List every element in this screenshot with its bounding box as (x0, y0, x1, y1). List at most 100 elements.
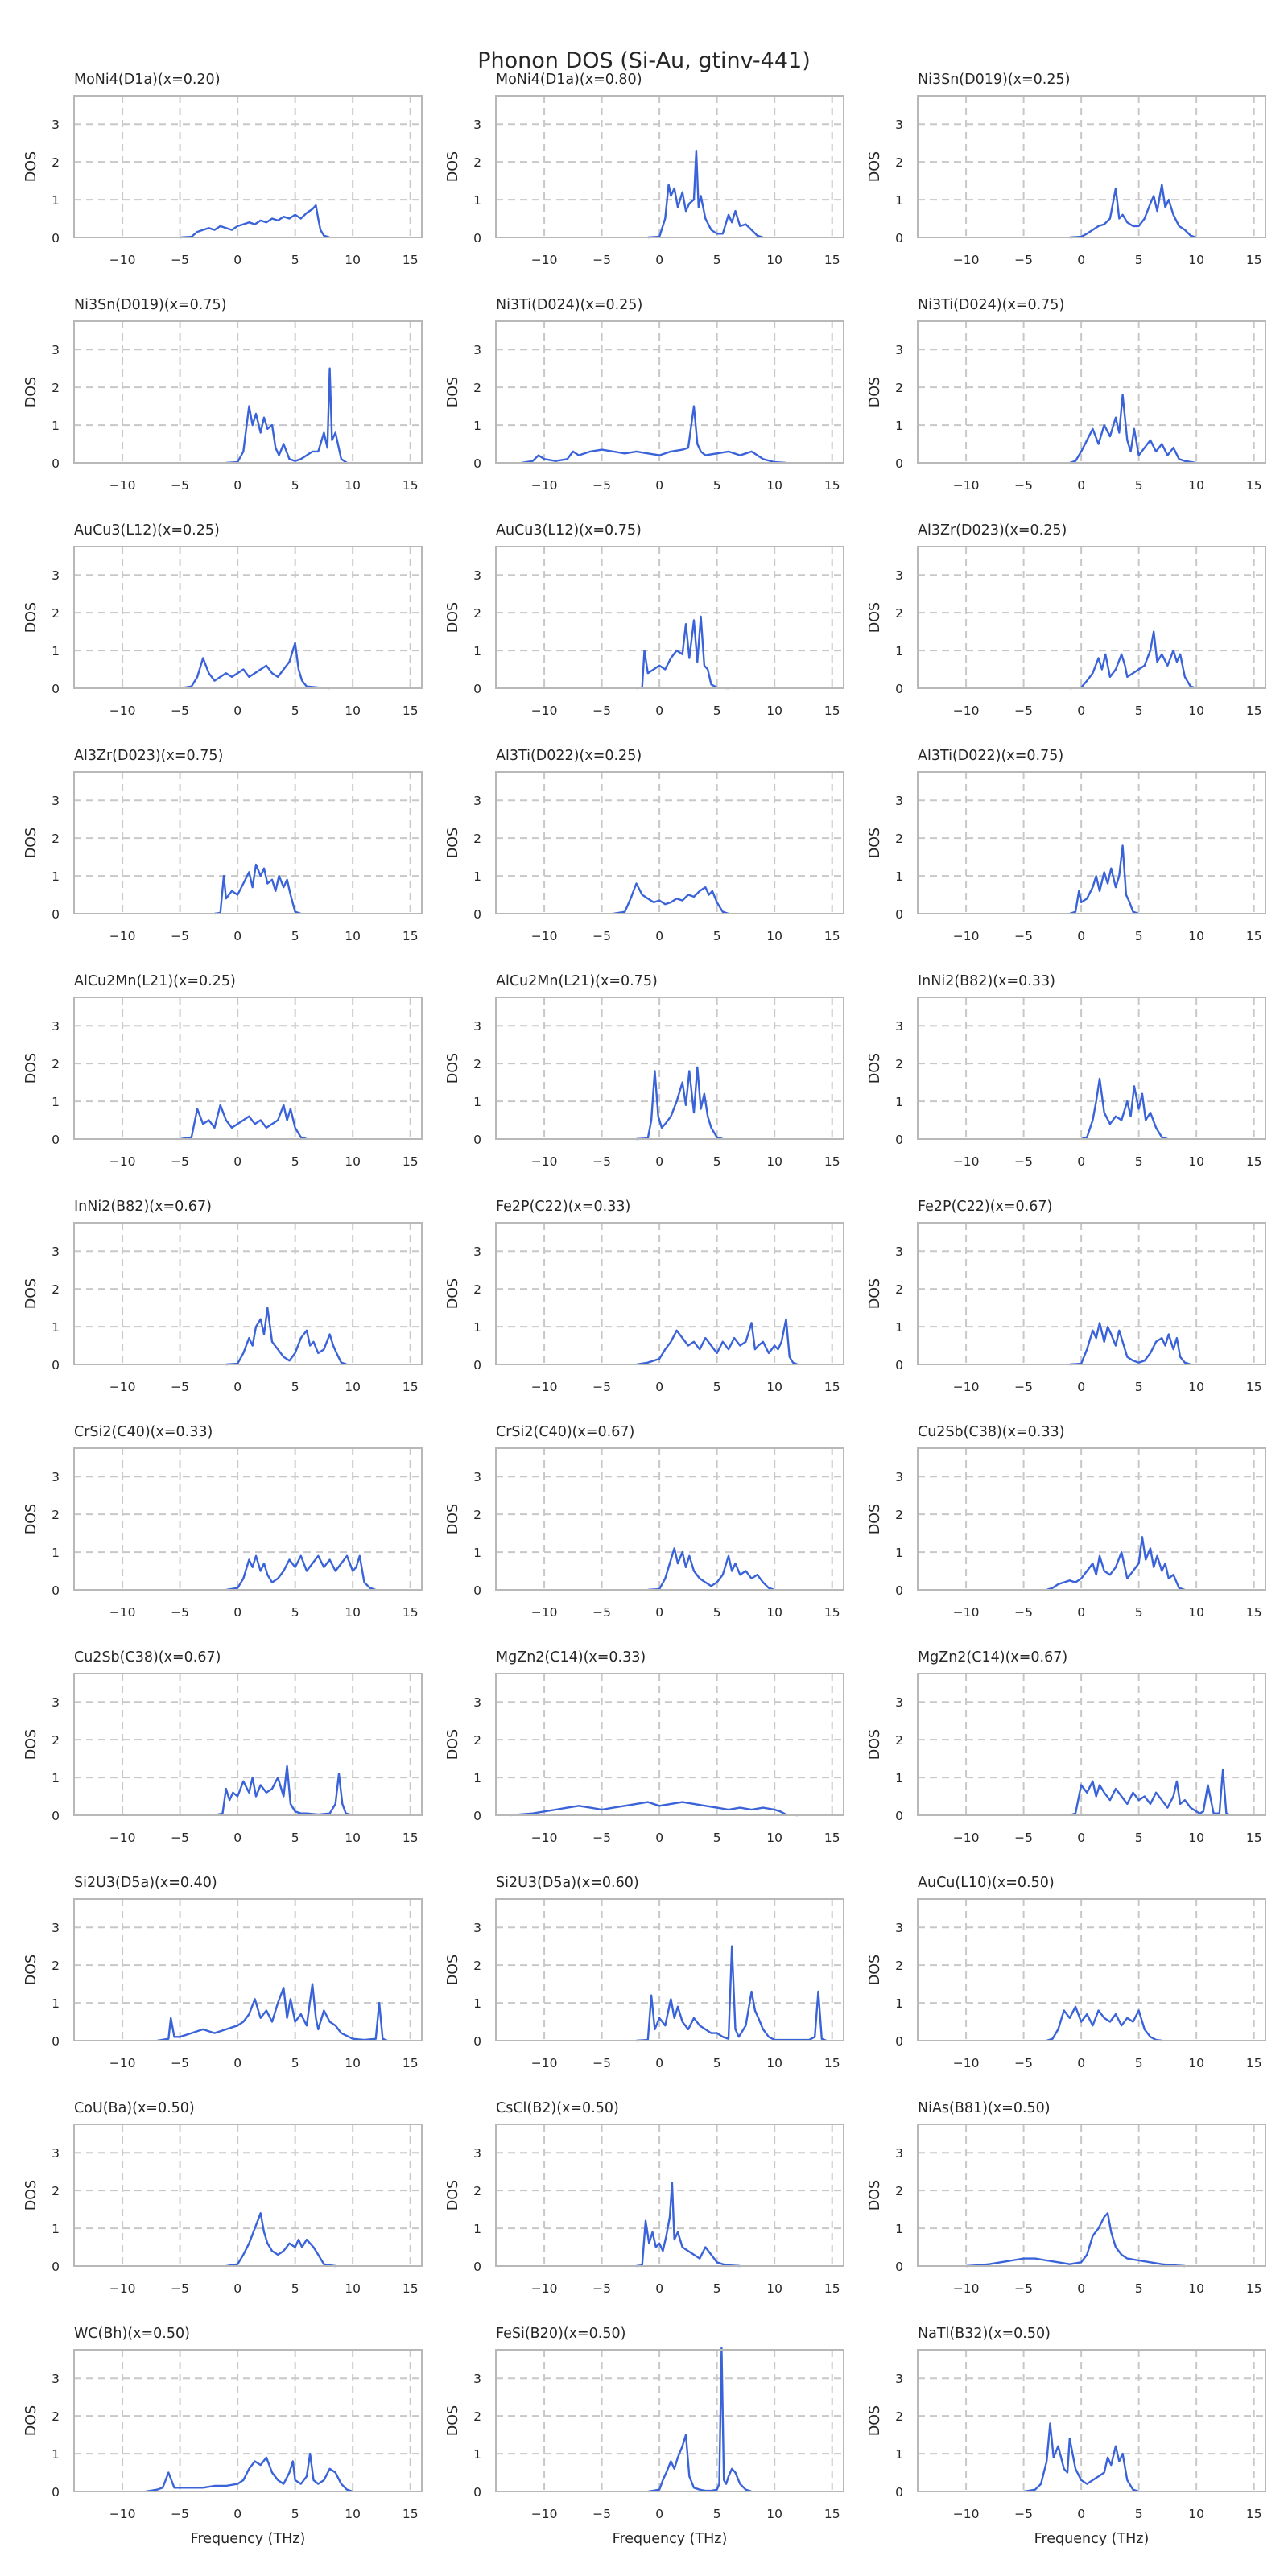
y-tick-label: 1 (52, 2222, 60, 2236)
y-tick-label: 2 (895, 381, 903, 395)
x-tick-label: 15 (402, 1605, 419, 1620)
x-tick-label: −10 (109, 478, 136, 493)
x-tick-label: 0 (233, 1605, 242, 1620)
plot-frame (917, 771, 1266, 914)
x-tick-label: 0 (1077, 2507, 1085, 2521)
plot-frame (917, 1673, 1266, 1816)
x-tick-label: 5 (1135, 1154, 1143, 1169)
x-tick-label: −5 (592, 1154, 611, 1169)
y-axis-label: DOS (23, 1729, 39, 1760)
y-axis-label: DOS (445, 377, 461, 407)
panel-title: Al3Ti(D022)(x=0.75) (918, 748, 1063, 764)
x-tick-label: −10 (953, 1831, 980, 1845)
x-tick-label: 0 (233, 1154, 242, 1169)
panel-title: AuCu(L10)(x=0.50) (918, 1875, 1055, 1891)
y-tick-label: 0 (895, 2485, 903, 2500)
plot-frame (73, 771, 423, 914)
x-tick-label: 15 (824, 2507, 840, 2521)
x-tick-label: −10 (953, 704, 980, 718)
x-tick-label: 15 (824, 2281, 840, 2296)
dos-series-line (1069, 1769, 1232, 1817)
x-tick-label: 10 (345, 1831, 361, 1845)
dos-series-line (636, 1318, 799, 1366)
y-tick-label: 0 (52, 2485, 60, 2500)
plot-frame (73, 1222, 423, 1365)
panel-title: Cu2Sb(C38)(x=0.33) (918, 1424, 1064, 1440)
y-tick-label: 2 (473, 1057, 481, 1071)
x-tick-label: 10 (766, 929, 782, 943)
x-tick-label: 0 (1077, 1831, 1085, 1845)
y-tick-label: 0 (473, 682, 481, 696)
x-tick-label: −5 (171, 1380, 189, 1394)
y-axis-label: DOS (445, 828, 461, 858)
dos-panel: AlCu2Mn(L21)(x=0.75) −10 −5 0 5 10 15 0 1 2 3 DOS (445, 973, 844, 1169)
y-axis-label: DOS (867, 828, 883, 858)
x-tick-label: 15 (824, 1605, 840, 1620)
x-tick-label: 0 (233, 2056, 242, 2070)
x-tick-label: −5 (592, 1380, 611, 1394)
x-tick-label: −10 (531, 2056, 558, 2070)
dos-panel: MoNi4(D1a)(x=0.20) −10 −5 0 5 10 15 0 1 2 3 DOS (23, 72, 423, 267)
x-tick-label: 0 (655, 1380, 663, 1394)
y-tick-label: 2 (895, 1282, 903, 1297)
y-tick-label: 0 (895, 682, 903, 696)
y-axis-label: DOS (23, 1278, 39, 1309)
dos-series-line (225, 1307, 348, 1366)
y-tick-label: 2 (473, 1508, 481, 1522)
dos-panel: AlCu2Mn(L21)(x=0.25) −10 −5 0 5 10 15 0 1 2 3 DOS (23, 973, 423, 1169)
y-tick-label: 0 (52, 1133, 60, 1147)
y-tick-label: 3 (473, 1019, 481, 1034)
dos-series-line (521, 405, 786, 464)
dos-series-line (156, 1983, 388, 2042)
x-tick-label: −10 (531, 1605, 558, 1620)
y-tick-label: 1 (473, 1771, 481, 1785)
y-tick-label: 0 (895, 1358, 903, 1373)
dos-series-line (1069, 394, 1197, 464)
x-axis-label: Frequency (THz) (1034, 2531, 1150, 2547)
x-tick-label: 15 (824, 1154, 840, 1169)
x-tick-label: 0 (233, 2507, 242, 2521)
dos-panel: CrSi2(C40)(x=0.67) −10 −5 0 5 10 15 0 1 2 3 DOS (445, 1424, 844, 1620)
y-tick-label: 0 (473, 1583, 481, 1598)
x-tick-label: −5 (592, 2507, 611, 2521)
y-tick-label: 2 (473, 155, 481, 170)
y-axis-label: DOS (445, 151, 461, 182)
dos-panel: Si2U3(D5a)(x=0.60) −10 −5 0 5 10 15 0 1 2 3 DOS (445, 1875, 844, 2070)
y-tick-label: 2 (895, 155, 903, 170)
plot-frame (73, 320, 423, 464)
x-tick-label: −5 (592, 1831, 611, 1845)
y-tick-label: 3 (473, 568, 481, 583)
y-tick-label: 0 (52, 682, 60, 696)
y-tick-label: 3 (52, 1470, 60, 1484)
x-tick-label: −10 (531, 1831, 558, 1845)
x-tick-label: −10 (531, 704, 558, 718)
y-tick-label: 1 (895, 193, 903, 208)
y-tick-label: 1 (473, 193, 481, 208)
x-tick-label: 15 (402, 2056, 419, 2070)
x-tick-label: −5 (592, 704, 611, 718)
y-tick-label: 1 (895, 1095, 903, 1109)
x-tick-label: 5 (1135, 2056, 1143, 2070)
y-tick-label: 3 (895, 1695, 903, 1710)
y-tick-label: 3 (52, 1245, 60, 1259)
plot-frame (73, 2349, 423, 2492)
dos-panel: Cu2Sb(C38)(x=0.67) −10 −5 0 5 10 15 0 1 2 3 DOS (23, 1649, 423, 1845)
x-tick-label: 10 (345, 2281, 361, 2296)
x-tick-label: −5 (1014, 253, 1033, 267)
x-tick-label: 0 (233, 1831, 242, 1845)
dos-series-line (966, 2212, 1185, 2268)
x-tick-label: 15 (1246, 1154, 1262, 1169)
x-tick-label: 15 (402, 1154, 419, 1169)
y-axis-label: DOS (867, 151, 883, 182)
x-tick-label: −5 (171, 1831, 189, 1845)
x-tick-label: −10 (109, 704, 136, 718)
panel-title: MoNi4(D1a)(x=0.80) (496, 72, 642, 88)
dos-panel: FeSi(B20)(x=0.50) −10 −5 0 5 10 15 0 1 2 3 DOS Frequ… (445, 2326, 844, 2547)
dos-series-line (636, 615, 729, 690)
dos-panel: Ni3Sn(D019)(x=0.25) −10 −5 0 5 10 15 0 1 2 3 DOS (867, 72, 1266, 267)
plot-frame (495, 320, 844, 464)
dos-panel: AuCu3(L12)(x=0.25) −10 −5 0 5 10 15 0 1 2 3 DOS (23, 522, 423, 718)
y-tick-label: 0 (52, 1583, 60, 1598)
y-axis-label: DOS (867, 602, 883, 633)
y-axis-label: DOS (867, 1053, 883, 1084)
